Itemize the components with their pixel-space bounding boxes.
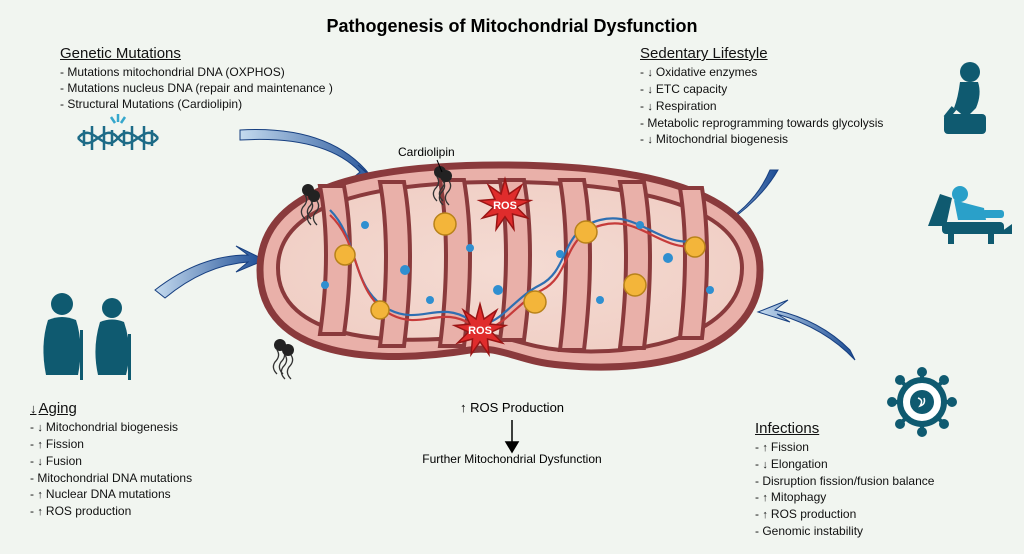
item: ROS production xyxy=(37,504,131,518)
page-title: Pathogenesis of Mitochondrial Dysfunctio… xyxy=(0,16,1024,37)
item: Structural Mutations (Cardiolipin) xyxy=(67,97,242,111)
svg-text:ROS: ROS xyxy=(493,200,517,212)
item: Mutations mitochondrial DNA (OXPHOS) xyxy=(67,65,284,79)
mitochondrion-icon: ROS ROS xyxy=(260,165,760,379)
item: Mitochondrial biogenesis xyxy=(37,420,178,434)
item: Mitophagy xyxy=(762,490,826,504)
sitting-person-icon xyxy=(944,62,986,134)
svg-text:ROS: ROS xyxy=(468,325,492,337)
item: Mitochondrial DNA mutations xyxy=(37,471,192,485)
item: Metabolic reprogramming towards glycolys… xyxy=(647,116,883,130)
section-sedentary: Sedentary Lifestyle Oxidative enzymes ET… xyxy=(640,45,930,148)
item: Oxidative enzymes xyxy=(647,65,757,79)
dna-icon xyxy=(78,114,158,150)
item: Respiration xyxy=(647,99,716,113)
item: Mitochondrial biogenesis xyxy=(647,132,788,146)
item: ROS production xyxy=(762,507,856,521)
section-infections: Infections Fission Elongation Disruption… xyxy=(755,420,995,539)
item: Genomic instability xyxy=(762,524,863,538)
down-arrow-icon xyxy=(506,420,518,452)
item: Nuclear DNA mutations xyxy=(37,487,170,501)
list-aging: Mitochondrial biogenesis Fission Fusion … xyxy=(30,419,270,519)
item: Fission xyxy=(37,437,84,451)
flow-arrows xyxy=(155,130,855,360)
item: Disruption fission/fusion balance xyxy=(762,474,934,488)
heading-genetic: Genetic Mutations xyxy=(60,45,390,62)
list-sedentary: Oxidative enzymes ETC capacity Respirati… xyxy=(640,64,930,148)
elderly-icon xyxy=(43,293,131,380)
heading-infections: Infections xyxy=(755,420,995,437)
item: ETC capacity xyxy=(647,82,727,96)
list-genetic: Mutations mitochondrial DNA (OXPHOS) Mut… xyxy=(60,64,390,113)
item: Mutations nucleus DNA (repair and mainte… xyxy=(67,81,332,95)
ros-production-label: ROS Production xyxy=(0,400,1024,415)
reclining-person-icon xyxy=(928,186,1012,244)
section-genetic: Genetic Mutations Mutations mitochondria… xyxy=(60,45,390,113)
cardiolipin-label: Cardiolipin xyxy=(398,145,455,159)
heading-sedentary: Sedentary Lifestyle xyxy=(640,45,930,62)
further-dysfunction-label: Further Mitochondrial Dysfunction xyxy=(0,452,1024,466)
